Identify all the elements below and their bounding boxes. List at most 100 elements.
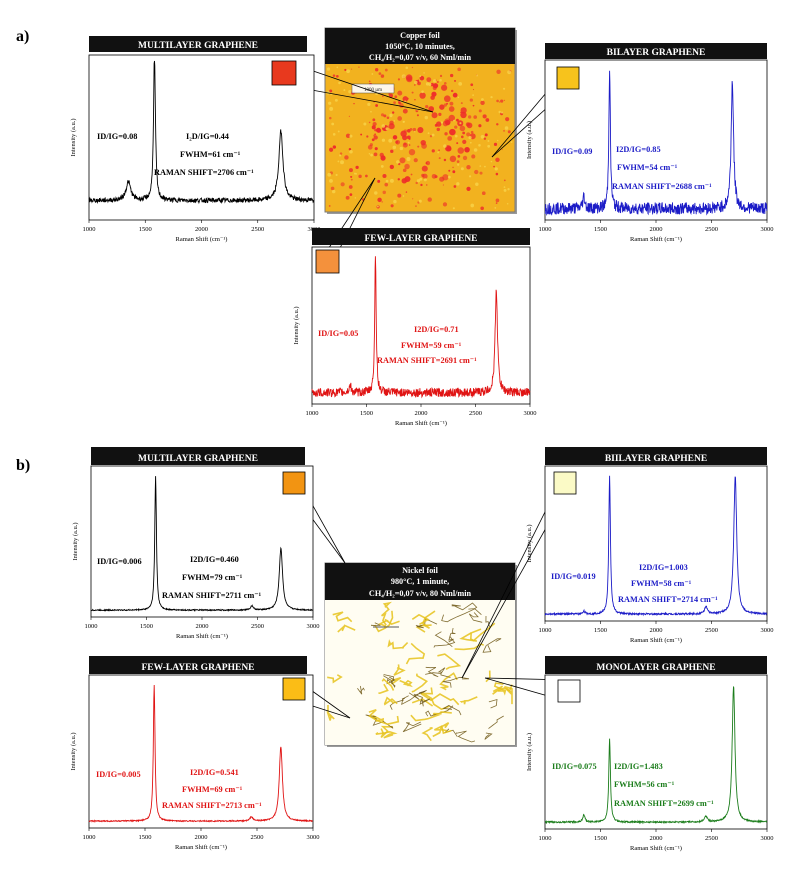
annotation: I2D/IG=0.85: [616, 145, 661, 154]
foil-spot: [480, 206, 484, 211]
foil-grain: [337, 130, 340, 133]
foil-grain: [510, 141, 513, 143]
foil-crack: [432, 725, 448, 738]
foil-spot: [404, 176, 411, 183]
foil-spot: [507, 130, 511, 134]
foil-spot: [472, 89, 475, 91]
foil-grain: [343, 89, 346, 92]
foil-spot: [353, 102, 355, 105]
foil-grain: [385, 179, 389, 183]
foil-spot: [368, 121, 371, 124]
foil-grain: [393, 120, 396, 122]
annotation: I2D/IG=0.71: [414, 325, 459, 334]
foil-crack: [448, 628, 456, 643]
foil-spot: [348, 115, 351, 117]
foil-spot: [449, 155, 457, 163]
plot-area: [90, 465, 314, 618]
foil-grain: [475, 182, 479, 186]
foil-crack: [440, 722, 452, 735]
foil-spot: [402, 96, 409, 102]
foil-grain: [407, 141, 410, 144]
foil-spot: [348, 185, 353, 189]
foil-spot: [474, 169, 479, 175]
foil-grain: [472, 94, 474, 96]
foil-crack: [488, 715, 504, 729]
foil-spot: [399, 103, 404, 108]
foil-grain: [367, 102, 371, 106]
foil-crack: [485, 670, 491, 683]
foil-spot: [500, 99, 504, 103]
foil-crack: [420, 692, 460, 706]
x-tick-label: 2500: [469, 410, 482, 417]
foil-grain: [425, 82, 430, 86]
foil-spot: [392, 135, 398, 140]
foil-spot: [426, 77, 432, 83]
annotation: FWHM=61 cm⁻¹: [180, 150, 241, 159]
foil-grain: [336, 66, 339, 69]
chart-title-bar: [89, 656, 307, 674]
foil-grain: [354, 197, 357, 199]
foil-spot: [407, 129, 411, 133]
foil-title-line: 1050°C, 10 minutes,: [385, 42, 455, 51]
foil-spot: [372, 122, 377, 127]
foil-grain: [370, 153, 373, 157]
foil-spot: [415, 205, 417, 207]
x-tick-label: 3000: [761, 226, 774, 233]
foil-spot: [374, 147, 378, 151]
foil-crack: [459, 696, 478, 705]
foil-spot: [384, 182, 389, 187]
foil-grain: [473, 148, 478, 152]
foil-spot: [442, 174, 449, 181]
foil-grain: [437, 151, 440, 154]
foil-grain: [506, 203, 509, 205]
foil-grain: [480, 134, 485, 139]
foil-crack: [468, 612, 483, 623]
foil-spot: [386, 116, 390, 120]
foil-spot: [383, 114, 387, 118]
foil-crack: [327, 674, 343, 684]
foil-crack: [387, 639, 409, 650]
x-axis-label: Raman Shift (cm⁻¹): [176, 633, 228, 640]
foil-spot: [496, 69, 501, 74]
foil-spot: [442, 202, 448, 207]
foil-spot: [330, 186, 335, 191]
foil-spot: [431, 92, 434, 95]
foil-spot: [464, 147, 470, 153]
foil-grain: [349, 134, 353, 138]
scalebar-box: [351, 83, 395, 94]
foil-spot: [462, 131, 466, 135]
foil-grain: [490, 160, 493, 163]
x-tick-label: 1000: [539, 226, 552, 233]
foil-spot: [397, 116, 403, 121]
foil-spot: [332, 145, 337, 149]
foil-spot: [498, 101, 501, 103]
foil-crack: [459, 632, 478, 642]
foil-spot: [478, 109, 482, 113]
x-axis-label: Raman Shift (cm⁻¹): [630, 637, 682, 644]
foil-spot: [505, 117, 510, 122]
foil-grain: [454, 134, 458, 138]
x-tick-label: 2000: [650, 627, 663, 634]
x-tick-label: 3000: [761, 627, 774, 634]
y-axis-label: Intensity (a.u.): [70, 732, 77, 770]
foil-spot: [470, 83, 474, 87]
foil-spot: [417, 145, 420, 148]
foil-grain: [487, 139, 490, 142]
foil-crack: [422, 610, 436, 629]
plot-area: [311, 246, 531, 405]
x-tick-label: 1000: [539, 835, 552, 842]
y-axis-label: Intensity (a.u.): [72, 522, 79, 560]
b-multi-chart: MULTILAYER GRAPHENE 1000 1500 2000 2500 3000 R…: [72, 447, 346, 640]
annotation: RAMAN SHIFT=2699 cm⁻¹: [614, 799, 714, 808]
foil-spot: [366, 135, 369, 138]
foil-spot: [422, 173, 428, 179]
foil-grain: [399, 146, 404, 151]
foil-spot: [438, 157, 441, 160]
foil-grain: [468, 175, 472, 178]
foil-spot: [407, 97, 409, 100]
foil-grain: [419, 177, 423, 181]
x-tick-label: 2000: [196, 623, 209, 630]
foil-spot: [454, 125, 458, 129]
foil-grain: [470, 203, 475, 208]
spectrum-line: [544, 475, 768, 617]
